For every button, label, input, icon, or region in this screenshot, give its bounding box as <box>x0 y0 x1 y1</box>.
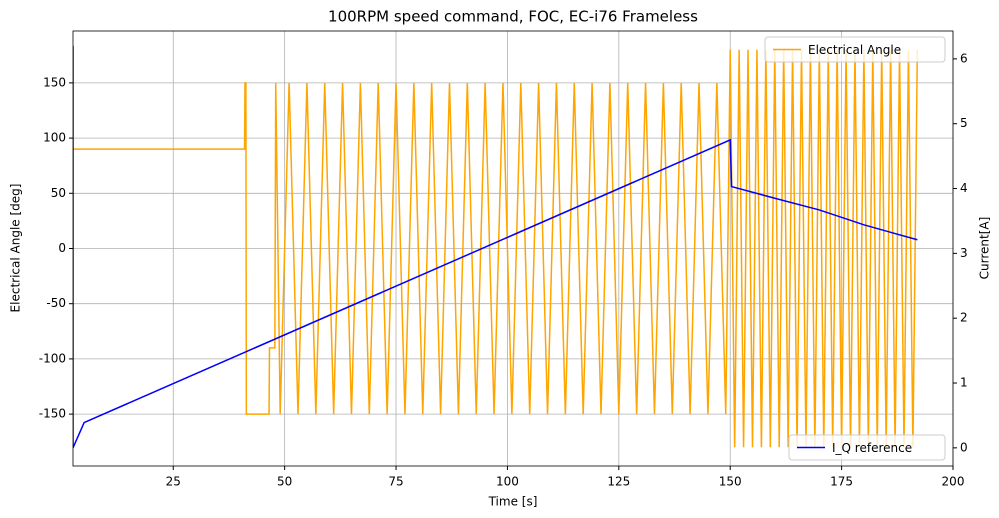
y-tick-label: 0 <box>58 241 66 255</box>
x-tick-label: 75 <box>388 475 403 489</box>
x-tick-label: 200 <box>942 475 965 489</box>
y-tick-label: 150 <box>43 75 66 89</box>
legend: Electrical Angle <box>764 36 946 63</box>
x-tick-label: 175 <box>830 475 853 489</box>
y2-tick-label: 0 <box>960 440 968 454</box>
x-tick-label: 100 <box>496 475 519 489</box>
y-tick-label: -50 <box>46 296 66 310</box>
y-tick-label: 100 <box>43 131 66 145</box>
x-tick-label: 25 <box>166 475 181 489</box>
y2-tick-label: 3 <box>960 246 968 260</box>
y-tick-label: 50 <box>51 186 66 200</box>
plot-frame <box>72 30 954 467</box>
legend-label: Electrical Angle <box>808 43 901 57</box>
chart-title: 100RPM speed command, FOC, EC-i76 Framel… <box>328 8 698 26</box>
x-tick-label: 50 <box>277 475 292 489</box>
x-tick-label: 125 <box>607 475 630 489</box>
y2-tick-label: 6 <box>960 51 968 65</box>
y-tick-label: -150 <box>39 407 66 421</box>
legend-box <box>764 36 946 63</box>
y-tick-label: -100 <box>39 351 66 365</box>
y-axis-label: Electrical Angle [deg] <box>9 184 23 313</box>
line-series <box>73 45 918 449</box>
legend-box <box>788 434 946 461</box>
y2-tick-label: 2 <box>960 311 968 325</box>
y2-tick-label: 5 <box>960 116 968 130</box>
x-axis-label: Time [s] <box>488 495 538 509</box>
y2-tick-label: 1 <box>960 376 968 390</box>
legend: I_Q reference <box>788 434 946 461</box>
legend-label: I_Q reference <box>832 441 912 455</box>
y2-tick-label: 4 <box>960 181 968 195</box>
x-tick-label: 150 <box>719 475 742 489</box>
y2-axis-label: Current[A] <box>978 217 992 280</box>
